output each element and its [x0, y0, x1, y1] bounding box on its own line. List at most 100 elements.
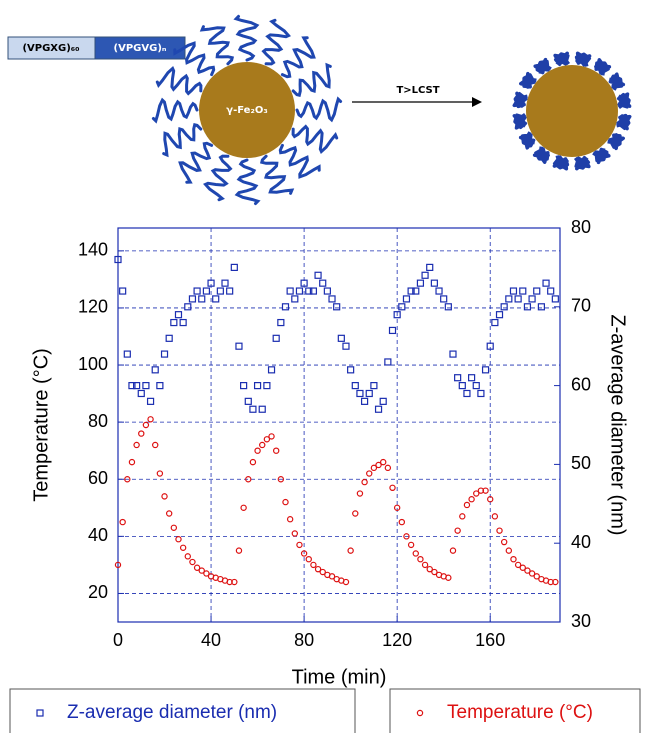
point — [514, 561, 522, 569]
point — [370, 464, 378, 472]
point — [114, 255, 122, 264]
polymer-chain-collapsed — [592, 147, 611, 165]
point — [165, 510, 173, 517]
x-axis-title: Time (min) — [292, 666, 387, 688]
point — [537, 303, 545, 311]
y-tick-label: 20 — [88, 582, 108, 602]
point — [291, 530, 298, 537]
point — [267, 366, 276, 374]
point — [230, 263, 238, 271]
point — [482, 487, 489, 494]
point — [309, 287, 318, 295]
polymer-chain-collapsed — [518, 131, 536, 150]
point — [426, 565, 433, 573]
point — [435, 287, 443, 295]
point — [389, 484, 396, 492]
point — [295, 287, 304, 295]
y-tick-label: 100 — [78, 354, 108, 374]
point — [365, 389, 373, 398]
x-tick-label: 120 — [382, 630, 412, 650]
point — [360, 397, 369, 405]
point — [221, 279, 229, 287]
x-tick-label: 40 — [201, 630, 221, 650]
point — [403, 533, 410, 540]
y2-tick-label: 60 — [571, 374, 591, 394]
point — [184, 303, 192, 311]
point — [300, 279, 308, 287]
point — [379, 397, 387, 405]
point — [519, 287, 527, 295]
point — [374, 405, 383, 413]
polymer-chain — [151, 97, 199, 124]
point — [477, 389, 485, 398]
point — [231, 578, 238, 586]
point — [491, 318, 499, 327]
polymer-chain — [233, 14, 260, 62]
polymer-chain-collapsed — [573, 155, 591, 171]
point — [170, 318, 178, 327]
point — [198, 295, 206, 303]
point — [142, 421, 150, 429]
point — [203, 570, 210, 577]
polymer-chain-collapsed — [552, 155, 570, 171]
point — [509, 287, 518, 295]
point — [151, 366, 159, 374]
point — [402, 295, 411, 303]
point — [398, 303, 406, 311]
point — [458, 382, 466, 390]
point — [384, 358, 392, 366]
point — [510, 555, 517, 563]
point — [277, 476, 285, 483]
point — [328, 295, 336, 303]
point — [156, 382, 164, 390]
point — [542, 279, 550, 287]
point — [244, 397, 252, 405]
point — [268, 433, 275, 440]
point — [249, 405, 257, 413]
point — [212, 295, 220, 303]
point — [444, 303, 452, 311]
point — [370, 382, 378, 390]
point — [552, 578, 559, 586]
point — [310, 561, 317, 569]
point — [124, 476, 131, 483]
polymer-chain — [155, 66, 203, 96]
point — [416, 279, 425, 287]
point — [300, 550, 308, 557]
chart: Temperature (°C) Z-average diameter (nm)… — [9, 217, 641, 733]
polymer-chain-collapsed — [616, 113, 632, 131]
point — [468, 496, 475, 503]
point — [240, 382, 248, 390]
point — [174, 311, 183, 319]
point — [528, 570, 536, 577]
point — [375, 461, 382, 469]
point — [258, 405, 266, 413]
polymer-chain-collapsed — [616, 92, 632, 110]
point — [551, 295, 559, 303]
point — [505, 547, 513, 554]
point — [463, 389, 471, 398]
point — [314, 565, 322, 573]
legend-box — [9, 688, 356, 733]
point — [486, 342, 494, 350]
point — [272, 447, 280, 454]
legend-label: Z-average diameter (nm) — [67, 702, 277, 723]
block-2-label: (VPGVG)ₙ — [114, 43, 167, 54]
point — [175, 536, 182, 543]
point — [412, 287, 420, 295]
polymer-chain — [199, 25, 235, 66]
point — [226, 287, 234, 295]
polymer-chain — [278, 143, 321, 179]
polymer-shell-collapsed — [512, 51, 632, 171]
y-axis-title: Temperature (°C) — [30, 348, 52, 502]
point — [202, 287, 210, 295]
x-tick-label: 0 — [113, 630, 123, 650]
point — [528, 295, 536, 303]
legend-label: Temperature (°C) — [447, 702, 593, 723]
point — [407, 541, 415, 549]
point — [235, 342, 243, 350]
polymer-chain-collapsed — [574, 51, 592, 67]
y-tick-label: 140 — [78, 240, 108, 260]
point — [193, 564, 201, 571]
point — [152, 441, 159, 449]
